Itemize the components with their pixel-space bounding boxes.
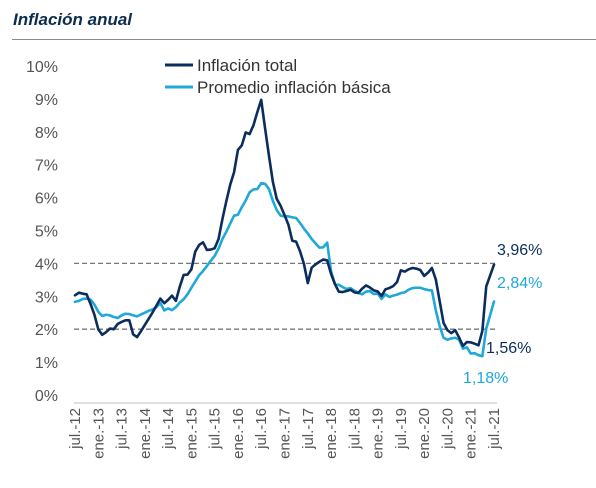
value-annotation: 1,56% [486,340,531,357]
x-tick-label: jul.-13 [114,408,131,450]
x-tick-label: jul.-14 [160,408,177,450]
x-tick-label: ene.-14 [137,408,154,459]
x-tick-label: ene.-17 [277,408,294,459]
y-tick-label: 10% [26,59,58,76]
y-tick-label: 1% [35,355,58,372]
legend-label-inflacion-total: Inflación total [197,56,297,75]
y-tick-label: 5% [35,224,58,241]
x-tick-label: ene.-16 [230,408,247,459]
x-tick-label: ene.-18 [323,408,340,459]
title-divider [12,39,596,40]
value-annotation: 3,96% [497,242,542,259]
x-tick-label: jul.-15 [207,408,224,450]
y-tick-label: 4% [35,256,58,273]
x-tick-label: ene.-13 [90,408,107,459]
y-tick-label: 7% [35,158,58,175]
x-tick-label: jul.-12 [67,408,84,450]
y-tick-label: 9% [35,92,58,109]
x-tick-label: ene.-19 [370,408,387,459]
value-annotation: 2,84% [497,275,542,292]
y-tick-label: 6% [35,191,58,208]
value-annotation: 1,18% [463,370,508,387]
series-line-inflacion-total [73,98,496,348]
y-tick-label: 8% [35,125,58,142]
y-tick-label: 3% [35,289,58,306]
chart-title: Inflación anual [13,10,133,29]
x-tick-label: jul.-18 [346,408,363,450]
legend-label-inflacion-basica: Promedio inflación básica [197,78,391,97]
x-tick-label: jul.-19 [393,408,410,450]
x-tick-label: jul.-20 [439,408,456,450]
y-tick-label: 0% [35,388,58,405]
x-tick-label: ene.-15 [183,408,200,459]
x-tick-label: jul.-16 [253,408,270,450]
x-tick-label: jul.-21 [486,408,503,450]
x-tick-label: ene.-20 [416,408,433,459]
y-tick-label: 2% [35,322,58,339]
x-tick-label: ene.-21 [463,408,480,459]
x-tick-label: jul.-17 [300,408,317,450]
